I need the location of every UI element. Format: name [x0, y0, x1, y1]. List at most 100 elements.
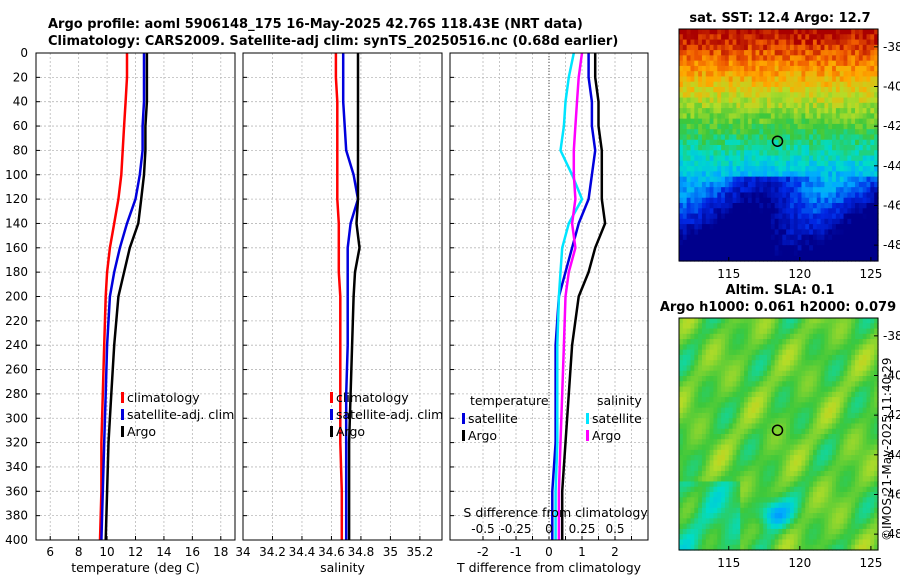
salinity-legend-label: Argo: [336, 424, 365, 439]
map-cell: [855, 339, 860, 345]
map-cell: [801, 71, 806, 78]
salinity-series-argo: [347, 53, 361, 540]
map-cell: [770, 108, 776, 114]
map-cell: [789, 418, 795, 425]
map-cell: [724, 187, 730, 194]
map-cell: [847, 245, 852, 252]
map-cell: [701, 444, 707, 451]
map-cell: [724, 102, 730, 109]
map-cell: [740, 171, 745, 178]
map-cell: [728, 407, 734, 414]
map-cell: [728, 76, 734, 83]
difference-temperature-legend-label: satellite: [468, 411, 518, 426]
map-cell: [736, 476, 741, 483]
map-cell: [709, 434, 715, 440]
map-cell: [755, 539, 760, 546]
map-cell: [759, 534, 764, 541]
map-cell: [786, 229, 791, 236]
map-cell: [801, 150, 806, 157]
map-cell: [870, 166, 875, 172]
map-cell: [862, 518, 868, 525]
map-cell: [786, 176, 791, 183]
map-cell: [736, 434, 741, 440]
map-cell: [755, 166, 760, 172]
map-cell: [747, 208, 753, 215]
map-cell: [767, 428, 772, 435]
map-cell: [797, 76, 803, 83]
map-cell: [694, 81, 699, 88]
map-cell: [682, 381, 688, 388]
map-cell: [755, 339, 760, 345]
map-cell: [698, 118, 703, 125]
map-cell: [736, 203, 741, 209]
map-cell: [805, 192, 810, 199]
map-cell: [686, 502, 692, 509]
map-cell: [816, 386, 822, 393]
map-cell: [786, 55, 791, 62]
map-cell: [870, 160, 875, 167]
map-cell: [847, 239, 852, 246]
map-cell: [828, 349, 833, 356]
map-cell: [851, 97, 856, 104]
map-cell: [839, 65, 845, 72]
map-cell: [774, 397, 780, 403]
map-cell: [724, 365, 730, 372]
map-cell: [782, 323, 787, 330]
map-cell: [816, 497, 822, 504]
map-cell: [835, 181, 841, 188]
map-cell: [801, 139, 806, 146]
map-cell: [713, 349, 718, 356]
map-cell: [694, 323, 699, 330]
map-cell: [805, 39, 810, 46]
map-cell: [835, 50, 841, 56]
map-cell: [858, 150, 864, 157]
map-cell: [701, 465, 707, 472]
map-cell: [690, 213, 695, 220]
map-cell: [728, 245, 734, 252]
map-cell: [786, 370, 791, 377]
map-cell: [874, 539, 879, 546]
map-cell: [717, 539, 722, 546]
map-cell: [786, 197, 791, 204]
map-cell: [812, 344, 818, 351]
map-cell: [705, 55, 711, 62]
map-cell: [736, 187, 741, 194]
map-cell: [721, 50, 726, 56]
map-cell: [736, 528, 741, 535]
map-cell: [744, 197, 749, 204]
map-cell: [816, 50, 822, 56]
map-cell: [698, 492, 703, 498]
map-cell: [797, 460, 803, 467]
map-cell: [797, 470, 803, 477]
map-cell: [847, 544, 852, 551]
map-cell: [740, 354, 745, 361]
map-cell: [805, 171, 810, 178]
map-cell: [793, 486, 799, 493]
map-cell: [805, 323, 810, 330]
map-cell: [690, 50, 695, 56]
map-cell: [828, 166, 833, 172]
map-cell: [744, 407, 749, 414]
map-cell: [694, 87, 699, 93]
map-cell: [713, 460, 718, 467]
map-cell: [705, 213, 711, 220]
map-cell: [786, 171, 791, 178]
map-cell: [682, 97, 688, 104]
map-cell: [786, 29, 791, 35]
map-cell: [713, 181, 718, 188]
map-cell: [736, 428, 741, 435]
map-cell: [835, 234, 841, 241]
map-cell: [874, 344, 879, 351]
map-cell: [782, 492, 787, 498]
map-cell: [874, 318, 879, 324]
map-cell: [793, 386, 799, 393]
map-cell: [728, 418, 734, 425]
map-cell: [782, 39, 787, 46]
map-cell: [709, 370, 715, 377]
map-cell: [679, 76, 684, 83]
map-cell: [862, 397, 868, 403]
map-cell: [870, 229, 875, 236]
map-cell: [736, 145, 741, 151]
map-cell: [740, 55, 745, 62]
map-cell: [789, 65, 795, 72]
